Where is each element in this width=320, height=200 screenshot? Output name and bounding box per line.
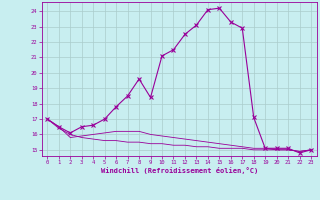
X-axis label: Windchill (Refroidissement éolien,°C): Windchill (Refroidissement éolien,°C) [100, 167, 258, 174]
